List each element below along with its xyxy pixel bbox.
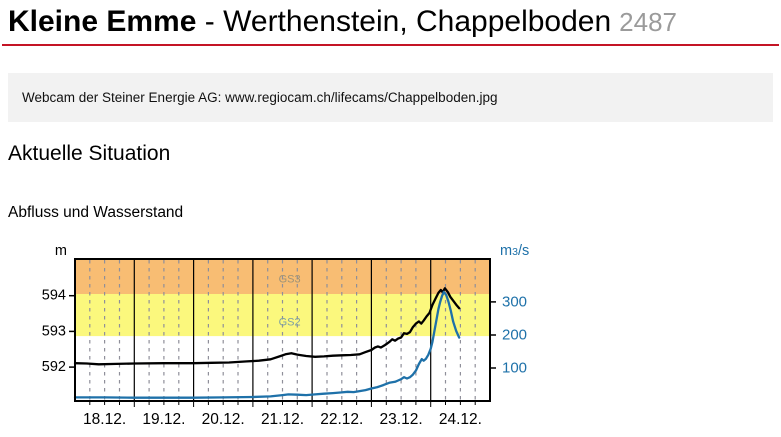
left-axis-unit: m <box>55 243 67 259</box>
title-separator: - <box>204 5 215 38</box>
hydrograph-chart: 592 593 594 100 200 300 m m3/s GS2 GS3 18.12. 19.12… <box>42 243 529 428</box>
page-title: Kleine Emme - Werthenstein, Chappelboden… <box>8 4 677 40</box>
gs3-label: GS3 <box>279 274 301 286</box>
title-divider-rule <box>2 44 779 46</box>
left-axis-tick-label: 593 <box>42 323 66 339</box>
right-axis-tick-label: 100 <box>502 360 527 377</box>
x-axis-tick-label: 24.12. <box>439 411 482 428</box>
webcam-info-box: Webcam der Steiner Energie AG: www.regio… <box>8 73 773 122</box>
left-axis-tick-label: 594 <box>42 288 66 304</box>
station-number: 2487 <box>619 7 678 37</box>
right-axis-tick-label: 300 <box>502 293 527 310</box>
right-axis-unit: m3/s <box>500 243 529 259</box>
x-axis-tick-label: 21.12. <box>261 411 304 428</box>
x-axis-tick-label: 23.12. <box>380 411 423 428</box>
gs2-label: GS2 <box>279 317 301 329</box>
station-name: Werthenstein, Chappelboden <box>223 5 612 38</box>
right-axis-tick-label: 200 <box>502 327 527 344</box>
webcam-note: Webcam der Steiner Energie AG: www.regio… <box>22 90 498 105</box>
x-axis-tick-label: 20.12. <box>202 411 245 428</box>
abfluss-line <box>73 290 461 399</box>
wasserstand-line <box>73 287 461 366</box>
chart-title: Abfluss und Wasserstand <box>8 204 184 221</box>
section-title: Aktuelle Situation <box>8 142 171 165</box>
x-axis-tick-label: 22.12. <box>320 411 363 428</box>
left-axis-tick-label: 592 <box>42 359 66 375</box>
river-name: Kleine Emme <box>8 5 197 38</box>
plot-border <box>74 258 491 402</box>
x-axis-tick-label: 19.12. <box>142 411 185 428</box>
x-axis-tick-label: 18.12. <box>83 411 126 428</box>
